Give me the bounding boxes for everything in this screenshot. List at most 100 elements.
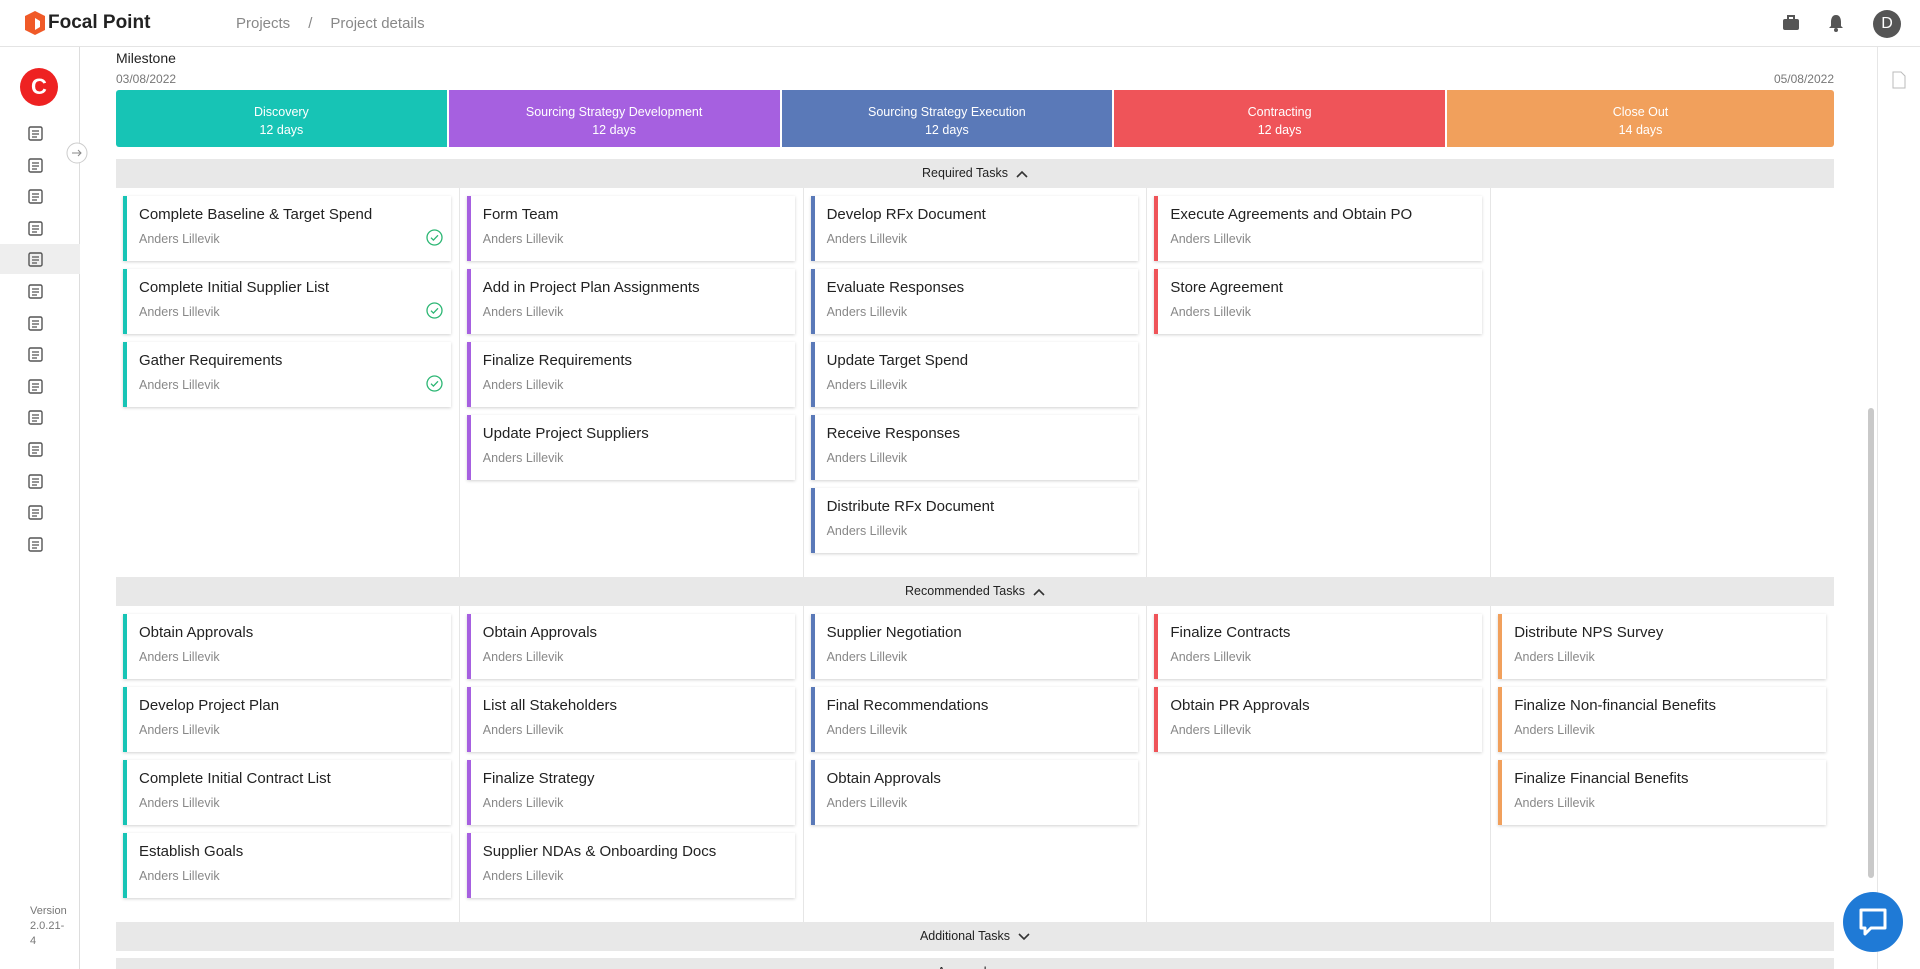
nav-item[interactable] [0, 371, 80, 401]
task-name: Finalize Contracts [1170, 624, 1291, 641]
task-card[interactable]: Finalize Financial Benefits Anders Lillev… [1498, 760, 1826, 825]
task-card[interactable]: Form Team Anders Lillevik [466, 196, 795, 261]
task-name: Finalize Strategy [482, 770, 595, 787]
task-name: Store Agreement [1170, 279, 1283, 296]
task-assignee: Anders Lillevik [482, 796, 564, 810]
task-card[interactable]: Receive Responses Anders Lillevik [810, 415, 1139, 480]
doc-icon[interactable] [1892, 71, 1906, 89]
section-title: Additional Tasks [919, 929, 1011, 943]
task-assignee: Anders Lillevik [826, 723, 908, 737]
task-card[interactable]: Distribute RFx Document Anders Lillevik [810, 488, 1139, 553]
task-column: Finalize Contracts Anders Lillevik Obtain … [1147, 606, 1492, 922]
task-card[interactable]: Obtain Approvals Anders Lillevik [123, 614, 451, 679]
task-assignee: Anders Lillevik [139, 796, 220, 810]
task-assignee: Anders Lillevik [826, 796, 908, 810]
task-card[interactable]: Evaluate Responses Anders Lillevik [810, 269, 1139, 334]
crumb[interactable]: Projects [236, 15, 291, 32]
nav-item[interactable] [0, 118, 80, 148]
task-card[interactable]: Obtain Approvals Anders Lillevik [466, 614, 795, 679]
task-card[interactable]: Obtain PR Approvals Anders Lillevik [1154, 687, 1483, 752]
section-header[interactable]: Required Tasks [116, 159, 1834, 188]
task-card[interactable]: Complete Initial Supplier List Anders Lil… [123, 269, 451, 334]
collapse-button[interactable] [66, 142, 90, 166]
phase[interactable]: Close Out 14 days [1447, 90, 1834, 147]
task-card[interactable]: Update Target Spend Anders Lillevik [810, 342, 1139, 407]
task-card[interactable]: Store Agreement Anders Lillevik [1154, 269, 1483, 334]
task-assignee: Anders Lillevik [1170, 232, 1251, 246]
chevron[interactable] [993, 965, 1013, 969]
svg-text:C: C [31, 74, 47, 99]
task-name: Gather Requirements [139, 352, 283, 369]
phase[interactable]: Contracting 12 days [1114, 90, 1447, 147]
phase-name: Sourcing Strategy Execution [868, 105, 1026, 119]
crumb[interactable]: Project details [330, 15, 425, 32]
phase[interactable]: Sourcing Strategy Execution 12 days [781, 90, 1115, 147]
task-card[interactable]: Execute Agreements and Obtain PO Anders L… [1154, 196, 1483, 261]
phase-duration: 12 days [259, 123, 304, 137]
task-assignee: Anders Lillevik [139, 305, 220, 319]
chat-button[interactable] [1843, 892, 1903, 952]
briefcase-icon[interactable] [1782, 15, 1800, 31]
task-card[interactable]: Supplier NDAs & Onboarding Docs Anders Li… [466, 833, 795, 898]
task-card[interactable]: Finalize Strategy Anders Lillevik [466, 760, 795, 825]
task-card[interactable]: Complete Initial Contract List Anders Lil… [123, 760, 451, 825]
phase-name: Sourcing Strategy Development [525, 105, 703, 119]
nav-item[interactable] [0, 466, 80, 496]
section-title: Recommended Tasks [905, 584, 1025, 598]
task-card[interactable]: Update Project Suppliers Anders Lillevik [466, 415, 795, 480]
nav-item[interactable] [0, 244, 80, 275]
phase[interactable]: Sourcing Strategy Development 12 days [448, 90, 782, 147]
nav-item[interactable] [0, 529, 80, 559]
brand[interactable]: Focal Point [48, 12, 151, 33]
task-section: Additional Tasks [116, 922, 1834, 951]
task-column: Supplier Negotiation Anders Lillevik Final… [804, 606, 1148, 922]
task-card[interactable]: Complete Baseline & Target Spend Anders L… [123, 196, 451, 261]
section-header[interactable]: Approvals [116, 958, 1834, 969]
content: Milestone 03/08/2022 05/08/2022 Discovery… [116, 48, 1834, 969]
nav-item[interactable] [0, 150, 80, 180]
task-assignee: Anders Lillevik [1514, 650, 1595, 664]
nav-item[interactable] [0, 308, 80, 338]
chevron[interactable] [1008, 166, 1028, 180]
task-name: Update Project Suppliers [482, 425, 649, 442]
task-card[interactable]: Obtain Approvals Anders Lillevik [810, 760, 1139, 825]
done-check [426, 229, 443, 251]
nav-item[interactable] [0, 213, 80, 243]
task-assignee: Anders Lillevik [482, 305, 564, 319]
nav-item[interactable] [0, 181, 80, 211]
nav-item[interactable] [0, 402, 80, 432]
task-card[interactable]: Finalize Contracts Anders Lillevik [1154, 614, 1483, 679]
phase-name: Discovery [253, 105, 309, 119]
task-card[interactable]: Final Recommendations Anders Lillevik [810, 687, 1139, 752]
bell-icon[interactable] [1828, 14, 1844, 32]
task-card[interactable]: Add in Project Plan Assignments Anders Li… [466, 269, 795, 334]
nav-item[interactable] [0, 497, 80, 527]
nav-item[interactable] [0, 434, 80, 464]
task-name: Finalize Financial Benefits [1514, 770, 1689, 787]
task-card[interactable]: Gather Requirements Anders Lillevik [123, 342, 451, 407]
phase[interactable]: Discovery 12 days [116, 90, 449, 147]
nav-item[interactable] [0, 276, 80, 306]
nav-item[interactable] [0, 339, 80, 369]
chevron[interactable] [1010, 929, 1030, 943]
task-column: Obtain Approvals Anders Lillevik List all … [460, 606, 804, 922]
task-card[interactable]: Distribute NPS Survey Anders Lillevik [1498, 614, 1826, 679]
top-bar: Focal Point Projects / Project details D [0, 0, 1920, 47]
task-name: Obtain PR Approvals [1170, 697, 1310, 714]
task-assignee: Anders Lillevik [482, 232, 564, 246]
task-card[interactable]: Develop RFx Document Anders Lillevik [810, 196, 1139, 261]
phase-duration: 12 days [1257, 123, 1302, 137]
task-card[interactable]: List all Stakeholders Anders Lillevik [466, 687, 795, 752]
chevron[interactable] [1025, 584, 1045, 598]
task-card[interactable]: Finalize Non-financial Benefits Anders Li… [1498, 687, 1826, 752]
task-card[interactable]: Finalize Requirements Anders Lillevik [466, 342, 795, 407]
section-header[interactable]: Additional Tasks [116, 922, 1834, 951]
section-header[interactable]: Recommended Tasks [116, 577, 1834, 606]
scrollbar[interactable] [1868, 408, 1874, 878]
task-card[interactable]: Supplier Negotiation Anders Lillevik [810, 614, 1139, 679]
task-assignee: Anders Lillevik [139, 232, 220, 246]
task-card[interactable]: Develop Project Plan Anders Lillevik [123, 687, 451, 752]
task-name: Obtain Approvals [826, 770, 941, 787]
avatar[interactable]: D [1873, 10, 1901, 38]
task-card[interactable]: Establish Goals Anders Lillevik [123, 833, 451, 898]
